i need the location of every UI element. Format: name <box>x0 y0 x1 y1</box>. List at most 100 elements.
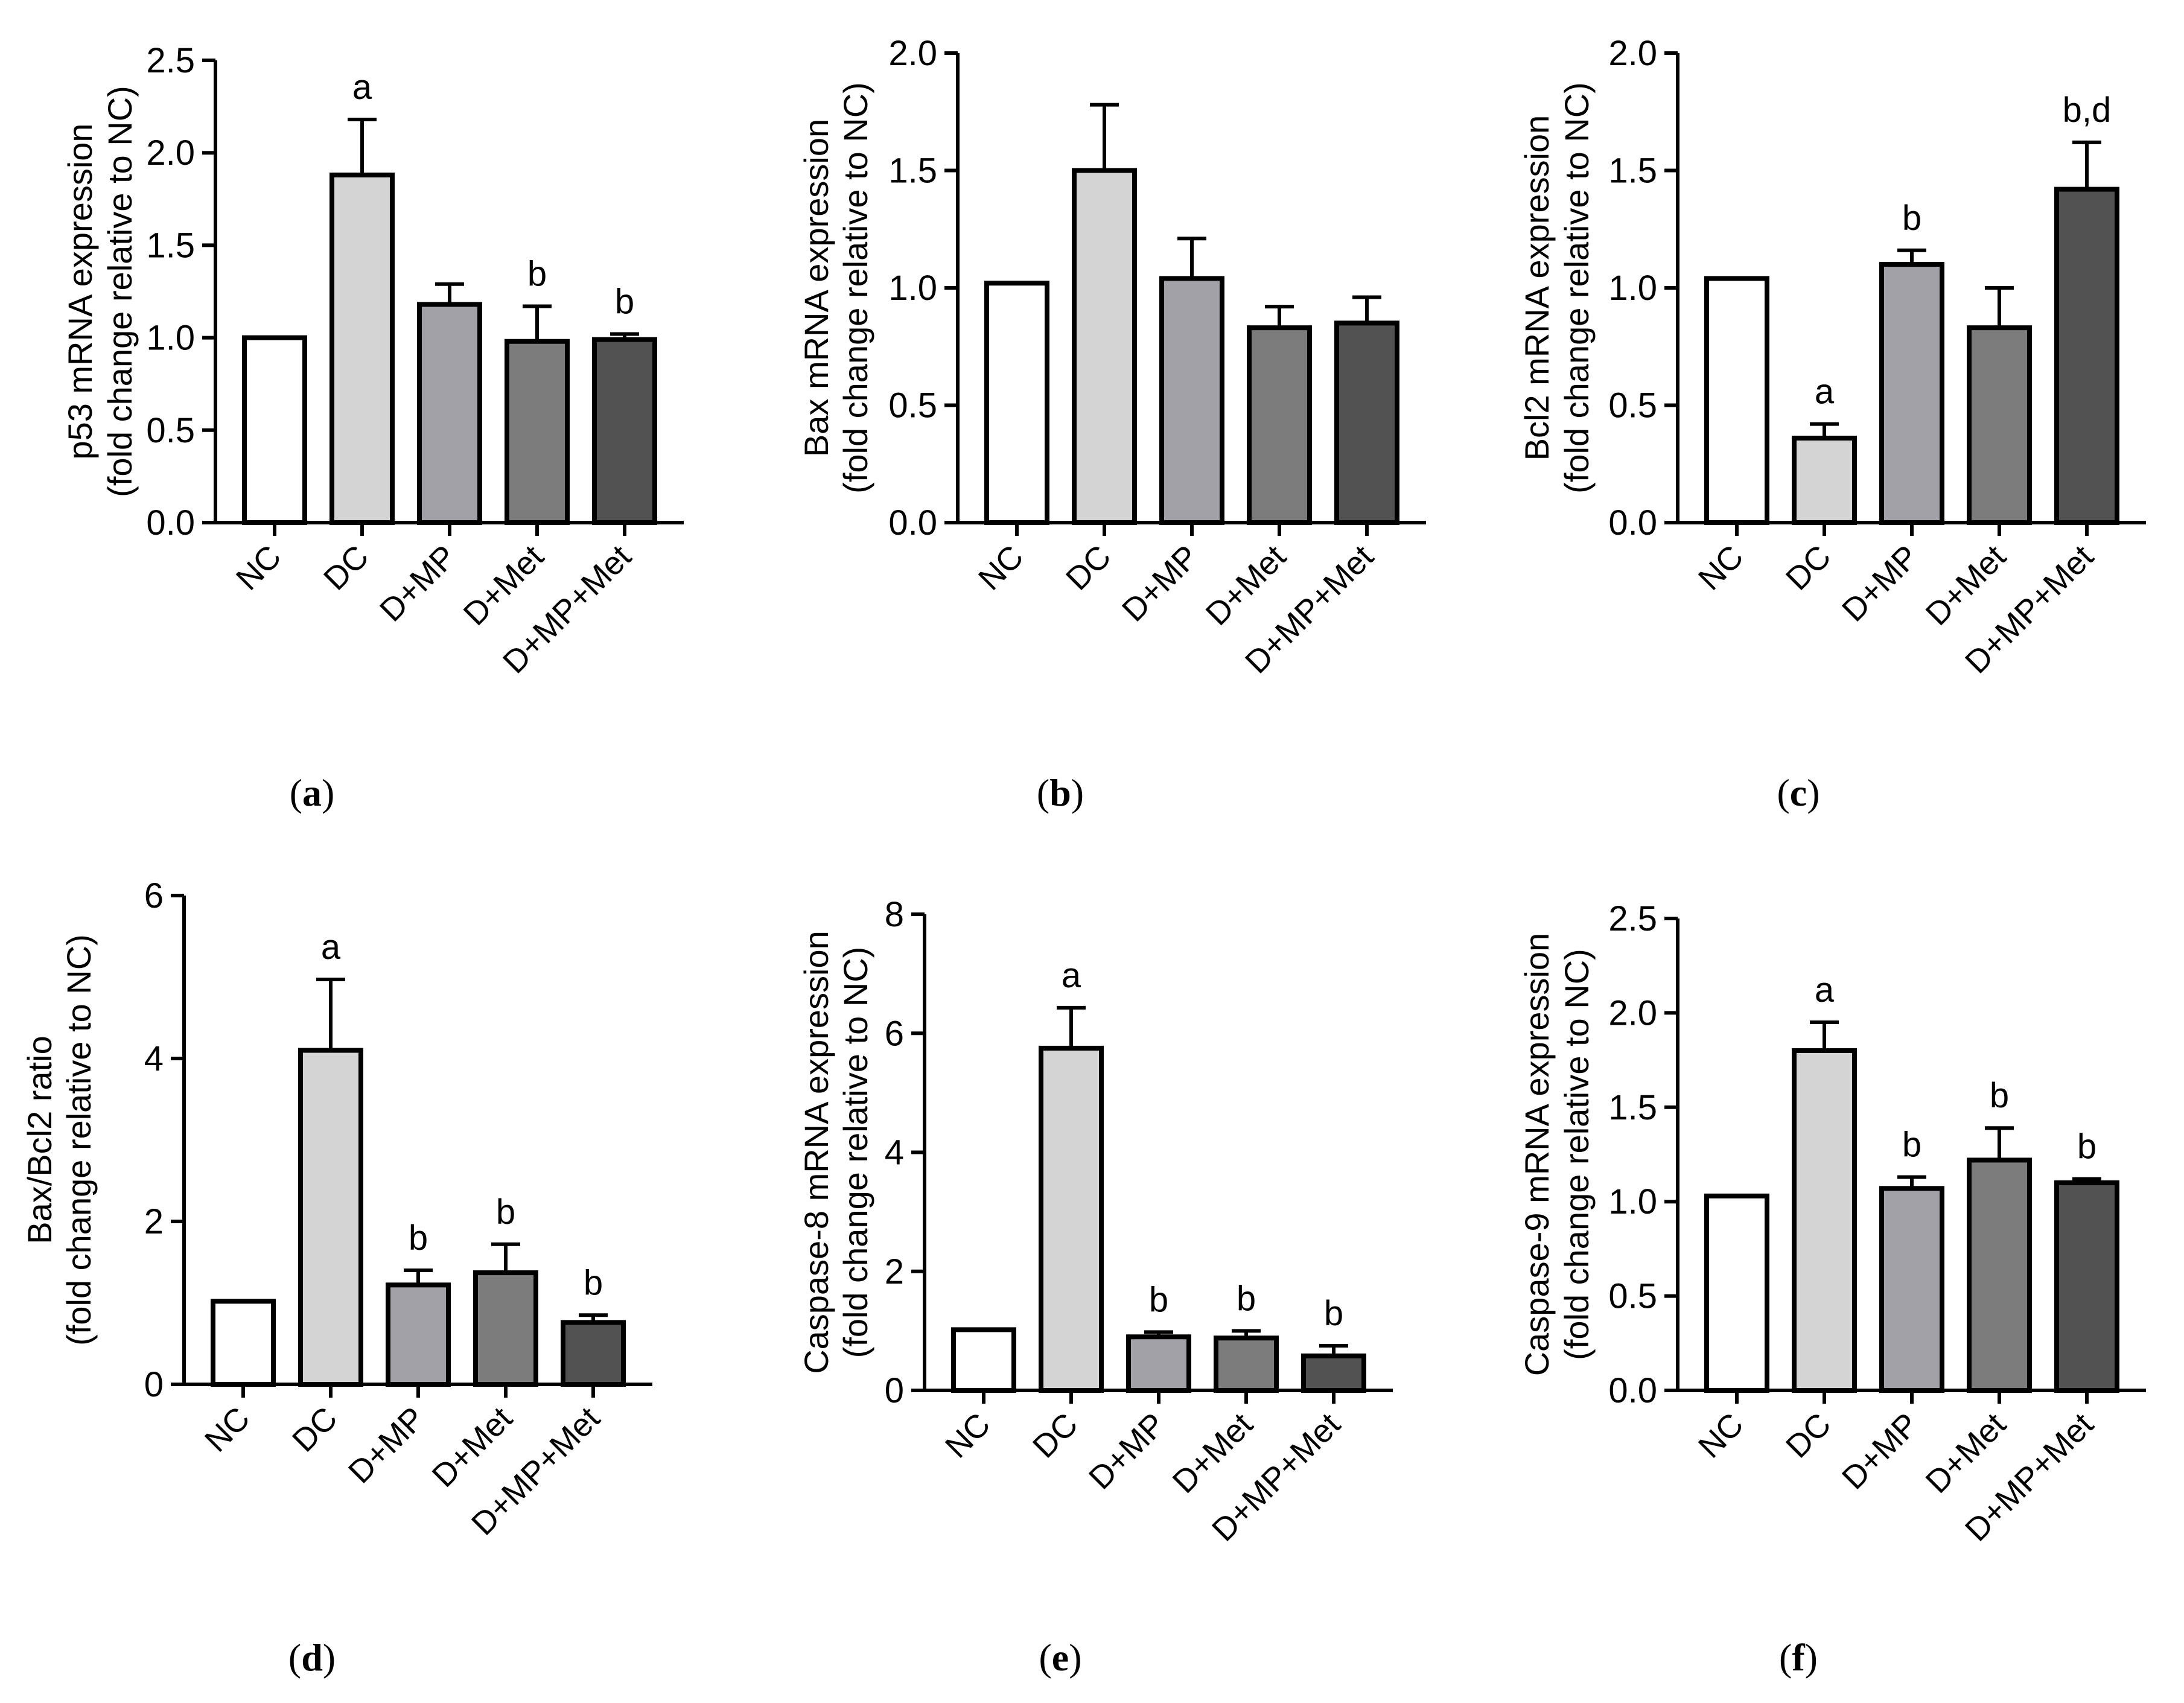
x-tick-label: NC <box>1692 538 1751 597</box>
y-tick-label: 4 <box>144 1039 164 1078</box>
x-tick-label: DC <box>285 1400 345 1459</box>
bar-D+MP+Met <box>561 1320 626 1387</box>
y-axis-title: Bax/Bcl2 ratio <box>21 1036 59 1244</box>
bar-NC <box>1704 276 1769 525</box>
bar-D+MP <box>1879 1186 1944 1393</box>
y-tick-label: 6 <box>144 876 164 915</box>
y-axis-subtitle: (fold change relative to NC) <box>101 86 139 497</box>
significance-label: a <box>352 68 372 107</box>
x-tick-label: D+MP <box>1082 1406 1173 1497</box>
y-axis-subtitle: (fold change relative to NC) <box>60 934 98 1346</box>
significance-label: b <box>615 282 634 321</box>
y-tick-label: 0.5 <box>146 411 195 450</box>
y-tick-label: 2.0 <box>888 34 937 73</box>
significance-label: b <box>409 1218 428 1258</box>
y-axis-title: p53 mRNA expression <box>61 123 99 459</box>
y-tick-label: 0.5 <box>1608 386 1657 425</box>
x-tick-label: DC <box>1779 1406 1838 1465</box>
bar-D+Met <box>473 1270 538 1387</box>
y-tick-label: 2.5 <box>146 41 195 80</box>
significance-label: b <box>1237 1279 1256 1318</box>
y-tick-label: 1.0 <box>1608 269 1657 308</box>
y-tick-label: 1.5 <box>1608 151 1657 191</box>
significance-label: b,d <box>2063 91 2112 130</box>
x-tick-label: D+MP <box>373 538 463 629</box>
y-tick-label: 0.5 <box>1608 1277 1657 1316</box>
x-tick-label: NC <box>938 1406 998 1465</box>
y-tick-label: 2.0 <box>1608 34 1657 73</box>
y-tick-label: 1.0 <box>146 319 195 358</box>
bar-D+MP <box>1879 262 1944 525</box>
panel-label: (c) <box>1777 771 1819 814</box>
bar-D+MP+Met <box>1301 1353 1366 1393</box>
bar-D+MP <box>1159 276 1224 525</box>
bar-DC <box>298 1048 363 1387</box>
bar-DC <box>1039 1045 1104 1393</box>
bar-D+MP <box>386 1282 451 1387</box>
significance-label: b <box>1902 1125 1921 1165</box>
bar-D+Met <box>1967 1157 2032 1393</box>
bar-NC <box>984 281 1049 525</box>
x-tick-label: D+MP <box>1835 538 1926 629</box>
y-axis-title: Bcl2 mRNA expression <box>1518 115 1556 461</box>
x-tick-label: NC <box>229 538 288 597</box>
y-tick-label: 0.5 <box>888 386 937 425</box>
x-tick-label: DC <box>1779 538 1838 597</box>
x-tick-label: DC <box>1059 538 1118 597</box>
y-tick-label: 1.5 <box>1608 1088 1657 1127</box>
significance-label: a <box>321 928 341 967</box>
bar-D+Met <box>505 339 570 526</box>
x-tick-label: D+MP <box>342 1400 432 1491</box>
bar-D+Met <box>1214 1335 1279 1393</box>
bar-D+MP+Met <box>2054 186 2119 525</box>
panel-label: (b) <box>1037 771 1084 814</box>
y-axis-title: Caspase-8 mRNA expression <box>797 931 835 1374</box>
bar-D+Met <box>1967 325 2032 525</box>
y-axis-subtitle: (fold change relative to NC) <box>836 82 874 494</box>
panel-label: (a) <box>290 771 335 814</box>
y-tick-label: 8 <box>885 895 904 934</box>
bar-DC <box>1792 435 1857 526</box>
y-axis-title: Bax mRNA expression <box>797 119 835 457</box>
significance-label: a <box>1062 956 1081 995</box>
y-tick-label: 2.0 <box>146 133 195 173</box>
bar-D+MP <box>417 302 482 525</box>
y-tick-label: 1.5 <box>888 151 937 191</box>
bar-DC <box>330 172 395 525</box>
bar-NC <box>951 1327 1016 1393</box>
y-tick-label: 0.0 <box>888 503 937 543</box>
panel-label: (f) <box>1779 1636 1818 1679</box>
significance-label: b <box>527 255 547 294</box>
y-axis-subtitle: (fold change relative to NC) <box>836 947 874 1358</box>
bar-DC <box>1072 168 1137 525</box>
bar-NC <box>1704 1193 1769 1393</box>
y-tick-label: 0.0 <box>1608 1371 1657 1410</box>
bar-D+MP+Met <box>1334 320 1399 525</box>
y-tick-label: 1.5 <box>146 226 195 265</box>
significance-label: b <box>1990 1076 2009 1115</box>
significance-label: b <box>496 1192 515 1232</box>
bar-D+MP+Met <box>2054 1180 2119 1393</box>
y-tick-label: 0 <box>144 1365 164 1404</box>
x-tick-label: NC <box>972 538 1031 597</box>
y-tick-label: 1.0 <box>1608 1182 1657 1221</box>
significance-label: b <box>2077 1127 2096 1167</box>
x-tick-label: D+MP <box>1115 538 1206 629</box>
significance-label: b <box>584 1263 603 1302</box>
y-axis-title: Caspase-9 mRNA expression <box>1518 933 1556 1377</box>
y-tick-label: 2 <box>885 1252 904 1291</box>
x-tick-label: DC <box>317 538 376 597</box>
y-axis-subtitle: (fold change relative to NC) <box>1558 82 1596 494</box>
y-tick-label: 2.5 <box>1608 899 1657 938</box>
x-tick-label: NC <box>1692 1406 1751 1465</box>
y-tick-label: 0 <box>885 1371 904 1410</box>
y-tick-label: 0.0 <box>146 503 195 543</box>
significance-label: a <box>1815 970 1835 1010</box>
bar-NC <box>242 335 307 525</box>
panel-label: (e) <box>1039 1636 1081 1679</box>
significance-label: a <box>1815 372 1835 412</box>
x-tick-label: D+MP <box>1835 1406 1926 1497</box>
y-tick-label: 2.0 <box>1608 993 1657 1033</box>
